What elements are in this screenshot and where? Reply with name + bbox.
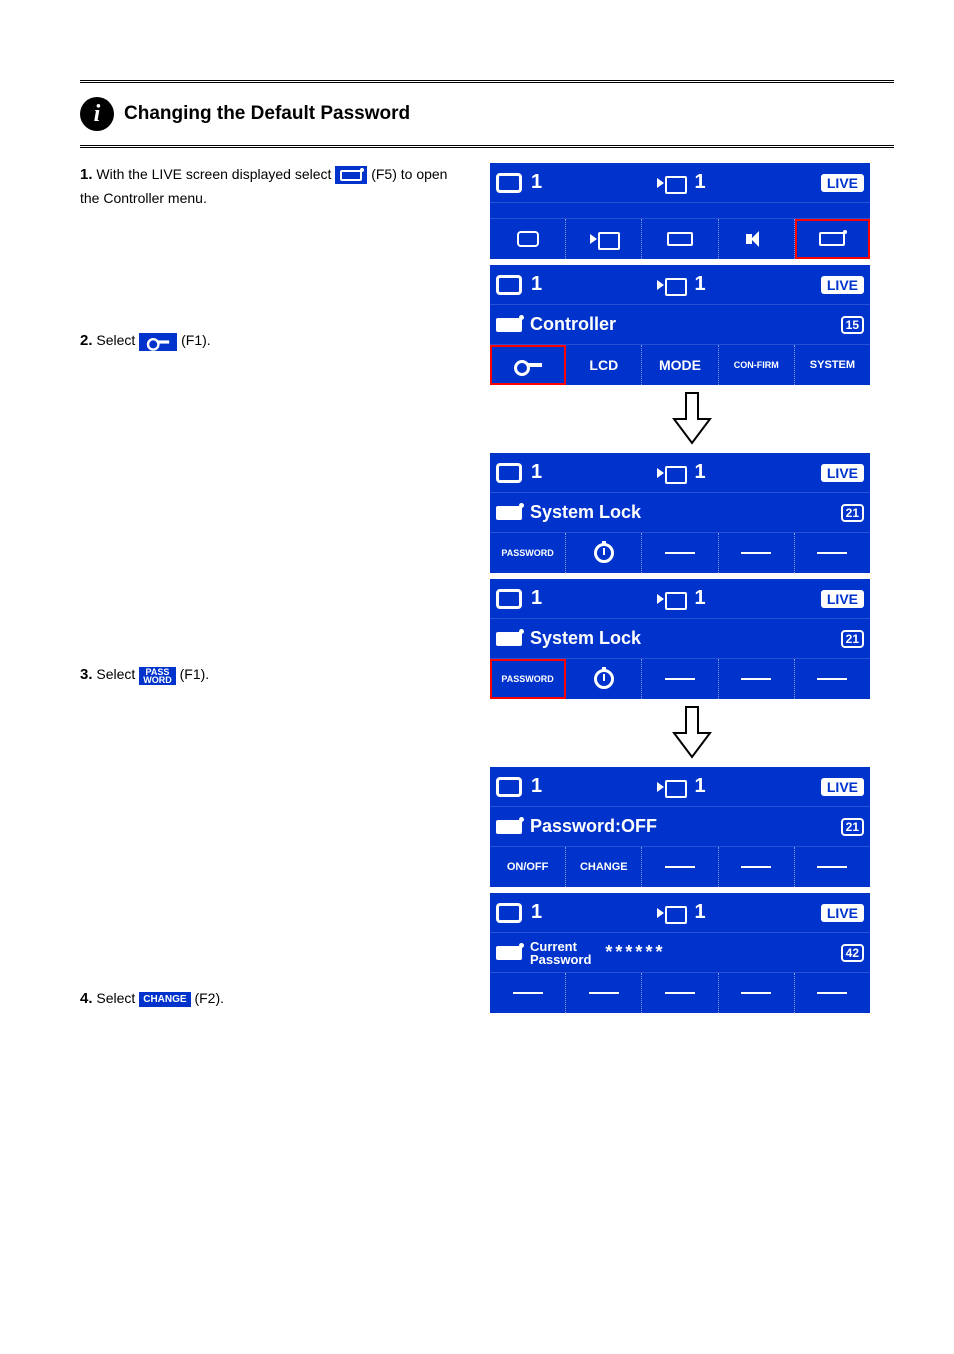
lcd-screens-column: 1 1 LIVE <box>490 163 894 1029</box>
camera-icon <box>657 904 685 922</box>
step-2: 2. Select (F1). <box>80 329 470 353</box>
key-icon <box>147 336 169 347</box>
page-number: 42 <box>841 944 864 962</box>
camera-icon <box>657 464 685 482</box>
live-badge: LIVE <box>821 778 864 796</box>
tab-empty <box>642 533 718 573</box>
page-number: 21 <box>841 504 864 522</box>
lcd-screen-controller: 1 1 LIVE Controller 15 LCD MODE CON-FIRM… <box>490 265 870 385</box>
instructions-column: 1. With the LIVE screen displayed select… <box>80 163 470 1029</box>
tab-audio[interactable] <box>719 219 795 259</box>
live-badge: LIVE <box>821 464 864 482</box>
page-number: 21 <box>841 818 864 836</box>
tab-empty <box>719 533 795 573</box>
camera-icon <box>590 230 618 248</box>
controller-icon <box>496 946 522 960</box>
monitor-icon <box>496 463 522 483</box>
tab-recorder[interactable] <box>642 219 718 259</box>
monitor-icon <box>517 231 539 247</box>
clock-icon <box>594 669 614 689</box>
info-icon: i <box>80 97 114 131</box>
screen-title: Controller <box>530 314 616 335</box>
page-number: 15 <box>841 316 864 334</box>
live-badge: LIVE <box>821 276 864 294</box>
recorder-icon <box>667 232 693 246</box>
tab-lcd[interactable]: LCD <box>566 345 642 385</box>
screen-title: Password:OFF <box>530 816 657 837</box>
keyboard-icon <box>819 232 845 246</box>
tab-empty <box>566 973 642 1013</box>
monitor-icon <box>496 275 522 295</box>
clock-icon <box>594 543 614 563</box>
tab-system[interactable]: SYSTEM <box>795 345 870 385</box>
camera-icon <box>657 174 685 192</box>
tab-key[interactable] <box>490 345 566 385</box>
tab-empty <box>795 847 870 887</box>
tab-empty <box>795 533 870 573</box>
controller-icon <box>496 318 522 332</box>
step-4: 4. Select CHANGE (F2). <box>80 987 470 1011</box>
tab-monitor[interactable] <box>490 219 566 259</box>
tab-empty <box>719 659 795 699</box>
controller-icon-button <box>335 166 367 184</box>
tab-empty <box>642 659 718 699</box>
tab-empty <box>642 847 718 887</box>
lcd-screen-system-lock-2: 1 1 LIVE System Lock 21 PASSWORD <box>490 579 870 699</box>
change-button-inline: CHANGE <box>139 992 190 1007</box>
arrow-down-icon <box>668 705 716 759</box>
tab-password[interactable]: PASSWORD <box>490 533 566 573</box>
tab-clock[interactable] <box>566 659 642 699</box>
live-badge: LIVE <box>821 174 864 192</box>
monitor-icon <box>496 173 522 193</box>
heading-text: Changing the Default Password <box>124 103 410 125</box>
tab-change[interactable]: CHANGE <box>566 847 642 887</box>
tab-password[interactable]: PASSWORD <box>490 659 566 699</box>
tab-empty <box>719 847 795 887</box>
section-heading: i Changing the Default Password <box>80 89 894 139</box>
tab-controller[interactable] <box>795 219 870 259</box>
screen-title: System Lock <box>530 628 641 649</box>
lcd-screen-password-off: 1 1 LIVE Password:OFF 21 ON/OFF CHANGE <box>490 767 870 887</box>
monitor-icon <box>496 903 522 923</box>
lcd-screen-live: 1 1 LIVE <box>490 163 870 259</box>
lcd-screen-system-lock: 1 1 LIVE System Lock 21 PASSWORD <box>490 453 870 573</box>
screen-title: Current Password <box>530 940 591 966</box>
step-1: 1. With the LIVE screen displayed select… <box>80 163 470 209</box>
key-icon-button <box>139 333 177 351</box>
password-button-inline: PASS WORD <box>139 667 176 685</box>
tab-mode[interactable]: MODE <box>642 345 718 385</box>
camera-icon <box>657 590 685 608</box>
controller-icon <box>496 506 522 520</box>
tab-empty <box>490 973 566 1013</box>
tab-empty <box>642 973 718 1013</box>
monitor-icon <box>496 777 522 797</box>
key-icon <box>514 358 542 372</box>
password-mask: ****** <box>605 942 665 963</box>
tab-empty <box>795 659 870 699</box>
monitor-icon <box>496 589 522 609</box>
lcd-screen-current-password: 1 1 LIVE Current Password ****** 42 <box>490 893 870 1013</box>
live-badge: LIVE <box>821 904 864 922</box>
page-number: 21 <box>841 630 864 648</box>
step-3: 3. Select PASS WORD (F1). <box>80 663 470 687</box>
controller-icon <box>496 820 522 834</box>
tab-empty <box>795 973 870 1013</box>
tab-confirm[interactable]: CON-FIRM <box>719 345 795 385</box>
tab-empty <box>719 973 795 1013</box>
tab-clock[interactable] <box>566 533 642 573</box>
speaker-icon <box>746 231 766 247</box>
camera-icon <box>657 276 685 294</box>
camera-icon <box>657 778 685 796</box>
controller-icon <box>496 632 522 646</box>
tab-camera[interactable] <box>566 219 642 259</box>
live-badge: LIVE <box>821 590 864 608</box>
arrow-down-icon <box>668 391 716 445</box>
keyboard-icon <box>340 170 362 181</box>
tab-on-off[interactable]: ON/OFF <box>490 847 566 887</box>
screen-title: System Lock <box>530 502 641 523</box>
